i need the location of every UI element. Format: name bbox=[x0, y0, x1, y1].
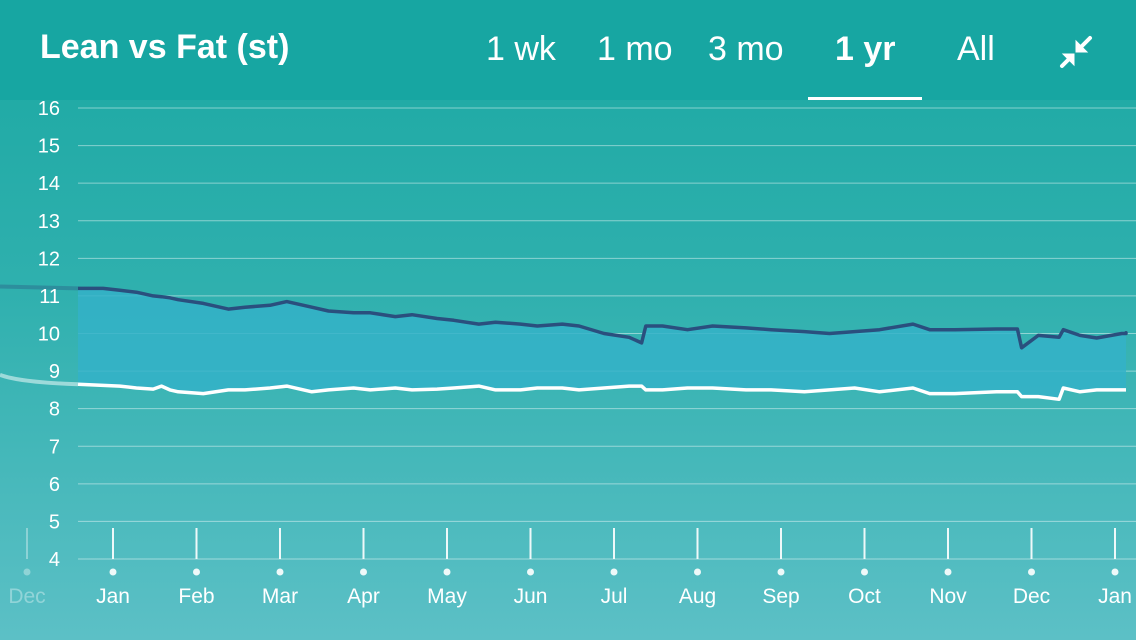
x-tick-dot bbox=[944, 568, 952, 576]
y-tick-label: 15 bbox=[38, 136, 60, 158]
y-tick-label: 16 bbox=[38, 98, 60, 120]
chart-header: Lean vs Fat (st) 1 wk 1 mo 3 mo 1 yr All bbox=[0, 0, 1136, 100]
previous-lean-line bbox=[0, 372, 79, 387]
x-tick-label: Apr bbox=[347, 585, 380, 608]
collapse-arrows-icon[interactable] bbox=[1056, 32, 1096, 72]
tab-all[interactable]: All bbox=[957, 30, 995, 68]
x-tick-label: Jan bbox=[1098, 585, 1132, 608]
fat-mass-band bbox=[78, 288, 1126, 400]
x-tick-dot bbox=[1028, 568, 1035, 576]
x-tick-label: May bbox=[427, 585, 467, 608]
x-tick-label: Nov bbox=[929, 585, 967, 608]
active-tab-underline bbox=[808, 97, 922, 100]
y-tick-label: 10 bbox=[38, 324, 60, 346]
x-tick-label: Jan bbox=[96, 585, 130, 608]
x-tick-dot bbox=[610, 568, 618, 576]
x-tick-label: Feb bbox=[178, 585, 214, 608]
x-tick-label: Aug bbox=[679, 585, 716, 608]
x-tick-dot bbox=[694, 568, 701, 576]
y-tick-label: 14 bbox=[38, 173, 60, 195]
y-tick-label: 13 bbox=[38, 211, 60, 233]
y-tick-label: 7 bbox=[49, 436, 60, 458]
x-tick-dot bbox=[23, 568, 31, 576]
series-lean-mass-line bbox=[77, 382, 1126, 402]
x-tick-label: Dec bbox=[1013, 585, 1050, 608]
x-tick-dot bbox=[777, 568, 785, 576]
y-tick-label: 5 bbox=[49, 511, 60, 533]
tab-1-week[interactable]: 1 wk bbox=[486, 30, 556, 68]
y-tick-label: 4 bbox=[49, 549, 60, 571]
x-tick-dot bbox=[109, 568, 117, 576]
y-tick-label: 6 bbox=[49, 474, 60, 496]
x-tick-dot bbox=[1111, 568, 1119, 576]
previous-total-line bbox=[0, 284, 79, 291]
x-tick-label: Mar bbox=[262, 585, 298, 608]
x-tick-dot bbox=[360, 568, 367, 576]
x-tick-dot bbox=[443, 568, 451, 576]
x-tick-label: Jun bbox=[514, 585, 548, 608]
y-tick-label: 11 bbox=[39, 286, 60, 308]
x-tick-label: Oct bbox=[848, 585, 881, 608]
y-tick-label: 12 bbox=[38, 248, 60, 270]
x-tick-dot bbox=[861, 568, 868, 576]
x-tick-label: Jul bbox=[601, 585, 628, 608]
tab-1-year[interactable]: 1 yr bbox=[835, 30, 896, 68]
tab-3-months[interactable]: 3 mo bbox=[708, 30, 784, 68]
series-total-weight-line bbox=[78, 286, 1128, 350]
tab-1-month[interactable]: 1 mo bbox=[597, 30, 673, 68]
y-tick-label: 8 bbox=[49, 399, 60, 421]
x-tick-label: Sep bbox=[762, 585, 799, 608]
chart-title: Lean vs Fat (st) bbox=[40, 28, 290, 66]
x-tick-dot bbox=[193, 568, 200, 576]
x-tick-label: Dec bbox=[8, 585, 45, 608]
x-tick-dot bbox=[527, 568, 534, 576]
x-tick-dot bbox=[276, 568, 284, 576]
y-tick-label: 9 bbox=[49, 361, 60, 383]
